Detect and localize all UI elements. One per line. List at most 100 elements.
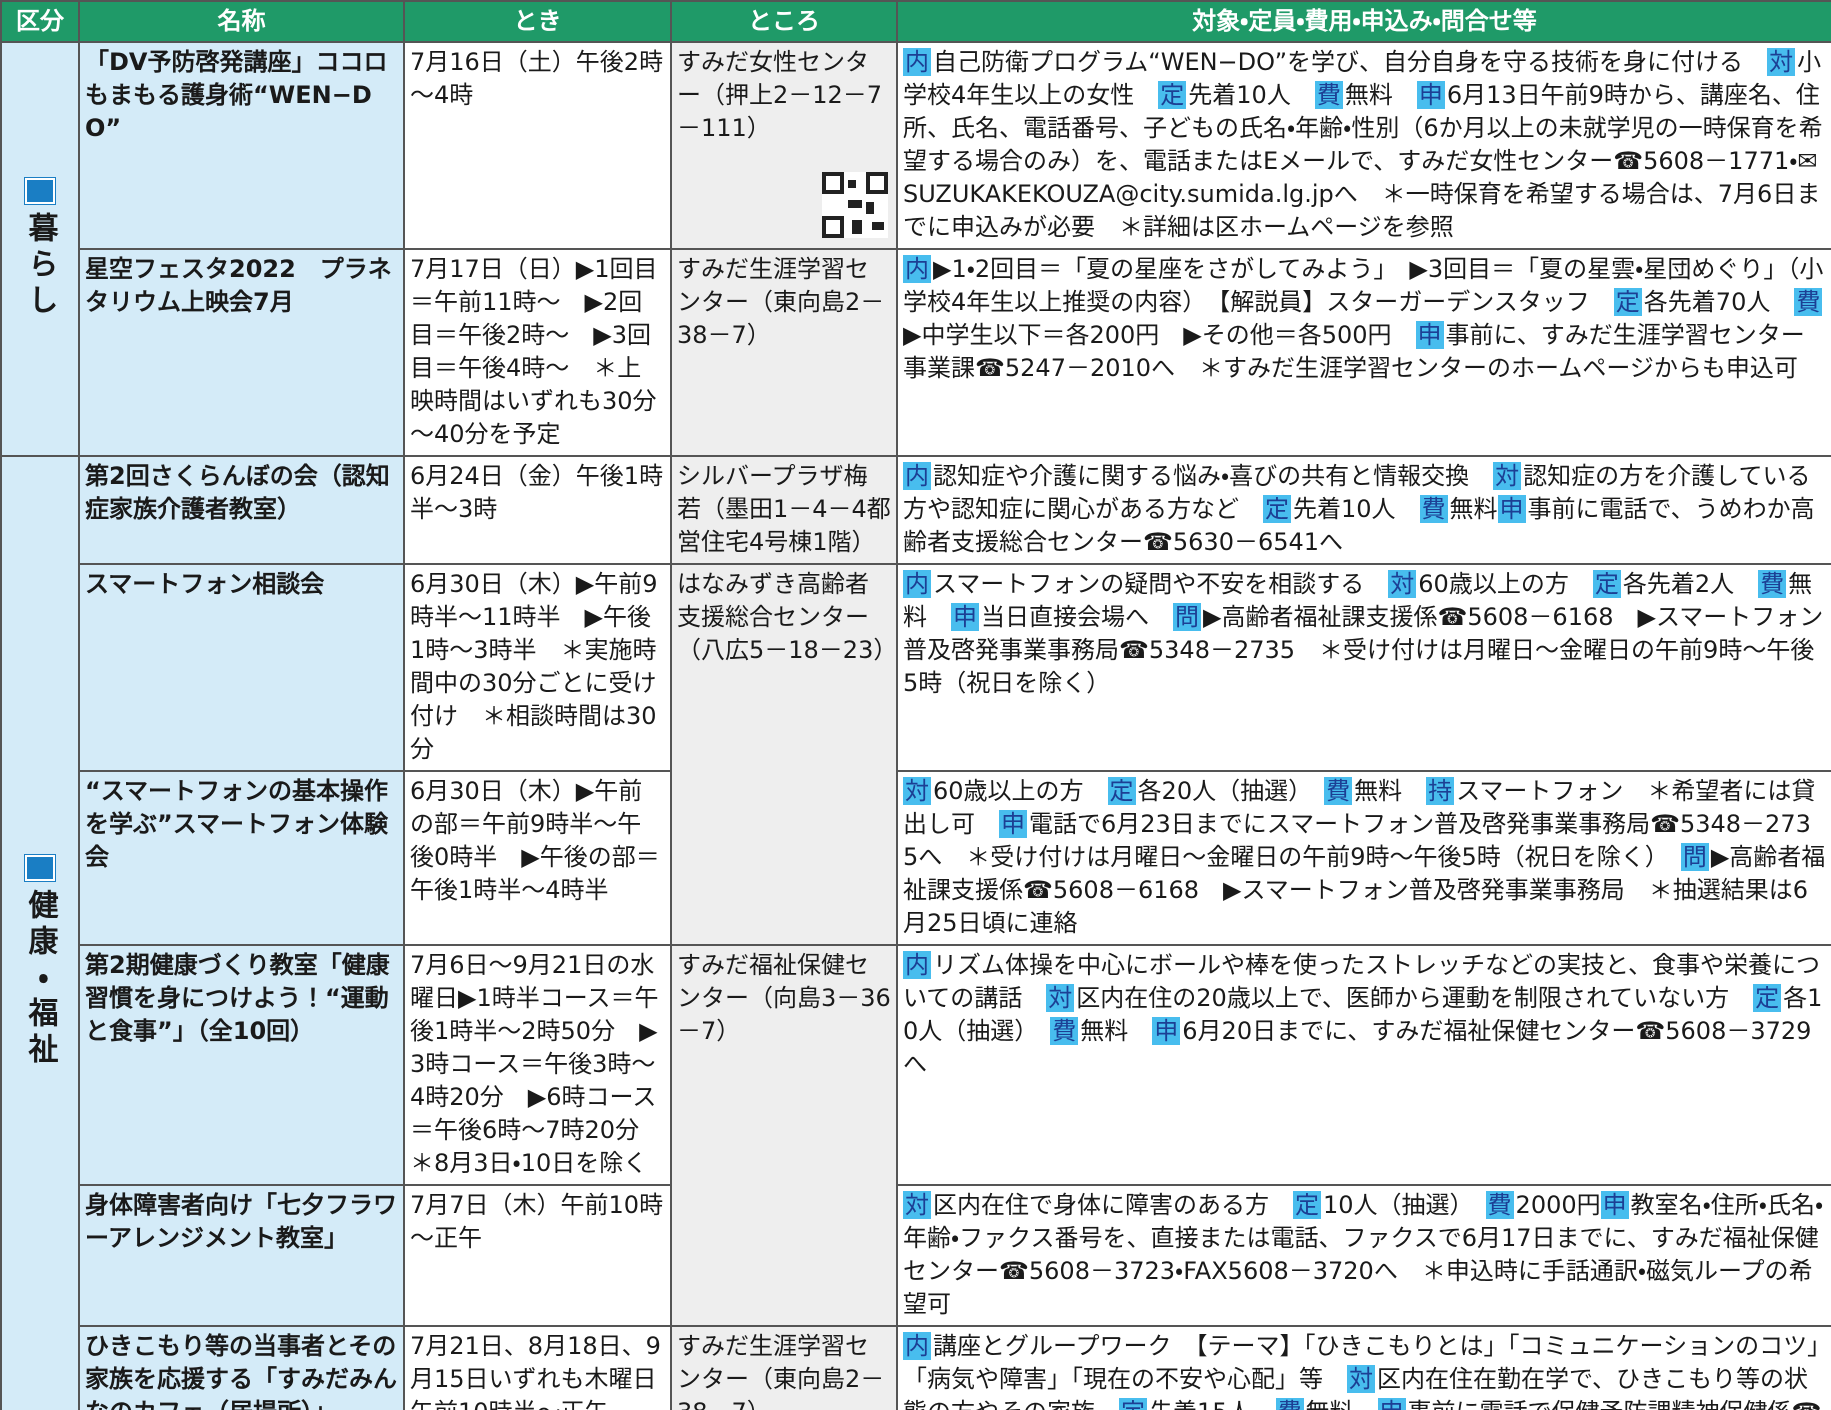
place-text: シルバープラザ梅若（墨田1－4－4都営住宅4号棟1階） <box>677 462 891 556</box>
detail-tag: 費 <box>1050 1017 1079 1045</box>
place-text: すみだ福祉保健センター（向島3－36－7） <box>677 951 891 1045</box>
detail-text: 無料 <box>903 570 1813 631</box>
detail-text: ▶1・2回目＝「夏の星座をさがしてみよう」 ▶3回目＝「夏の星雲・星団めぐり」（… <box>903 255 1824 316</box>
detail-tag: 内 <box>903 48 931 76</box>
detail-text: 自己防衛プログラム“WEN−DO”を学び、自分自身を守る技術を身に付ける <box>933 48 1768 76</box>
event-place: シルバープラザ梅若（墨田1－4－4都営住宅4号棟1階） <box>670 455 898 565</box>
detail-text: 各20人（抽選） <box>1137 777 1325 805</box>
detail-text: 区内在住で身体に障害のある方 <box>933 1191 1293 1219</box>
event-place: すみだ福祉保健センター（向島3－36－7） <box>670 944 898 1327</box>
category-label: 暮らし <box>22 212 58 320</box>
detail-text: リズム体操を中心にボールや棒を使ったストレッチなどの実技と、食事や栄養についての… <box>903 951 1821 1012</box>
event-name: 第2期健康づくり教室「健康習慣を身につけよう！“運動と食事”」（全10回） <box>78 944 405 1186</box>
event-details: 対 60歳以上の方 定各20人（抽選） 費無料 持スマートフォン ＊希望者には貸出… <box>896 770 1831 946</box>
detail-text: 無料 <box>1080 1017 1153 1045</box>
detail-text: 60歳以上の方 <box>933 777 1108 805</box>
detail-tag: 費 <box>1485 1191 1514 1219</box>
detail-text: 事前に、すみだ生涯学習センター事業課☎5247－2010へ ＊すみだ生涯学習セン… <box>903 321 1805 382</box>
detail-text: 各先着2人 <box>1622 570 1759 598</box>
detail-text: 教室名・住所・氏名・年齢・ファクス番号を、直接または電話、ファクスで6月17日ま… <box>903 1191 1824 1318</box>
detail-text: 講座とグループワーク 【テーマ】「ひきこもりとは」「コミュニケーションのコツ」「… <box>903 1332 1820 1393</box>
detail-tag: 対 <box>1388 570 1417 598</box>
detail-text: 10人（抽選） <box>1323 1191 1486 1219</box>
detail-tag: 定 <box>1613 288 1642 316</box>
event-place: すみだ生涯学習センター（東向島2－38－7） <box>670 1325 898 1410</box>
detail-tag: 対 <box>903 777 931 805</box>
detail-text: 60歳以上の方 <box>1418 570 1593 598</box>
event-name: 星空フェスタ2022 プラネタリウム上映会7月 <box>78 248 405 457</box>
detail-tag: 対 <box>1347 1365 1375 1393</box>
detail-text: 電話で6月23日までにスマートフォン普及啓発事業事務局☎5348－2735へ ＊… <box>903 810 1811 871</box>
detail-tag: 定 <box>1158 81 1187 109</box>
detail-tag: 定 <box>1263 495 1291 523</box>
detail-tag: 内 <box>903 570 931 598</box>
detail-tag: 費 <box>1794 288 1823 316</box>
event-time: 7月7日（木）午前10時～正午 <box>403 1184 672 1327</box>
event-details: 内講座とグループワーク 【テーマ】「ひきこもりとは」「コミュニケーションのコツ」… <box>896 1325 1831 1410</box>
detail-tag: 対 <box>903 1191 931 1219</box>
detail-tag: 申 <box>1600 1191 1629 1219</box>
detail-tag: 内 <box>903 255 931 283</box>
event-details: 対区内在住で身体に障害のある方 定 10人（抽選） 費 2000円申 教室名・住所・氏… <box>896 1184 1831 1327</box>
detail-text: 当日直接会場へ <box>981 603 1173 631</box>
header-category: 区分 <box>0 0 80 43</box>
detail-tag: 定 <box>1293 1191 1321 1219</box>
category-icon <box>24 853 56 882</box>
event-row: 星空フェスタ2022 プラネタリウム上映会7月 7月17日（日）▶1回目＝午前11… <box>1 248 1831 457</box>
event-name: ひきこもり等の当事者とその家族を応援する「すみだみんなのカフェ（居場所）」 <box>78 1325 405 1410</box>
detail-text: 小学校4年生以上の女性 <box>903 48 1822 109</box>
event-row: 第2期健康づくり教室「健康習慣を身につけよう！“運動と食事”」（全10回） 7月6… <box>1 944 1831 1327</box>
event-time: 7月16日（土）午後2時～4時 <box>403 41 672 250</box>
detail-tag: 定 <box>1753 984 1782 1012</box>
event-time: 7月17日（日）▶1回目＝午前11時～ ▶2回目＝午後2時～ ▶3回目＝午後4時… <box>403 248 672 457</box>
header-row: 区分 名称 とき ところ 対象・定員・費用・申込み・問合せ等 <box>0 0 1831 43</box>
detail-tag: 対 <box>1046 984 1075 1012</box>
detail-tag: 申 <box>1152 1017 1181 1045</box>
event-row: スマートフォン相談会 6月30日（木）▶午前9時半～11時半 ▶午後1時～3時半 … <box>1 563 1831 946</box>
detail-tag: 問 <box>1173 603 1201 631</box>
detail-tag: 定 <box>1107 777 1136 805</box>
event-place: すみだ生涯学習センター（東向島2－38－7） <box>670 248 898 457</box>
detail-tag: 内 <box>903 462 931 490</box>
event-details: 内認知症や介護に関する悩み・喜びの共有と情報交換 対認知症の方を介護している方や… <box>896 455 1831 565</box>
header-place: ところ <box>670 0 898 43</box>
detail-text: 事前に電話で、うめわか高齢者支援総合センター☎5630－6541へ <box>903 495 1815 556</box>
event-place: すみだ女性センター（押上2－12－7－111） <box>670 41 898 250</box>
detail-text: 認知症の方を介護している方や認知症に関心がある方など <box>903 462 1811 523</box>
place-text: すみだ女性センター（押上2－12－7－111） <box>677 48 883 142</box>
detail-text: 区内在住の20歳以上で、医師から運動を制限されていない方 <box>1076 984 1754 1012</box>
detail-text: 無料 <box>1306 1398 1378 1410</box>
place-text: はなみずき高齢者支援総合センター（八広5－18－23） <box>677 570 898 664</box>
detail-text: 無料 <box>1449 495 1498 523</box>
detail-text: ▶高齢者福祉課支援係☎5608－6168 ▶スマートフォン普及啓発事業事務局 ＊… <box>903 843 1826 937</box>
event-row: 身体障害者向け「七夕フラワーアレンジメント教室」 7月7日（木）午前10時～正午 対… <box>1 1184 1831 1327</box>
event-details: 内リズム体操を中心にボールや棒を使ったストレッチなどの実技と、食事や栄養について… <box>896 944 1831 1186</box>
category-cell: 健康・福祉 <box>0 455 80 1410</box>
detail-text: 先着10人 <box>1188 81 1315 109</box>
event-time: 7月21日、8月18日、9月15日いずれも木曜日午前10時半～正午 <box>403 1325 672 1410</box>
detail-tag: 申 <box>1416 81 1445 109</box>
detail-tag: 内 <box>903 951 931 979</box>
detail-text: 各10人（抽選） <box>903 984 1823 1045</box>
detail-text: 先着15人 <box>1149 1398 1276 1410</box>
detail-text: 6月20日までに、すみだ福祉保健センター☎5608－3729へ <box>903 1017 1812 1078</box>
place-text: すみだ生涯学習センター（東向島2－38－7） <box>677 1332 885 1410</box>
table-body: 暮らし 「DV予防啓発講座」ココロもまもる護身術“WEN−DO” 7月16日（土）午… <box>0 41 1831 1410</box>
detail-text: 先着10人 <box>1293 495 1420 523</box>
event-name: 身体障害者向け「七夕フラワーアレンジメント教室」 <box>78 1184 405 1327</box>
event-row: ひきこもり等の当事者とその家族を応援する「すみだみんなのカフェ（居場所）」7月2… <box>1 1325 1831 1410</box>
event-time: 6月30日（木）▶午前9時半～11時半 ▶午後1時～3時半 ＊実施時間中の30分… <box>403 563 672 772</box>
detail-text: 2000円 <box>1515 1191 1601 1219</box>
category-label: 健康・福祉 <box>22 888 58 1069</box>
detail-text: 区内在住在勤在学で、ひきこもり等の状態の方やその家族 <box>903 1365 1809 1410</box>
detail-tag: 対 <box>1493 462 1522 490</box>
detail-text: ▶中学生以下＝各200円 ▶その他＝各500円 <box>903 321 1416 349</box>
detail-text: 認知症や介護に関する悩み・喜びの共有と情報交換 <box>933 462 1494 490</box>
event-row: 暮らし 「DV予防啓発講座」ココロもまもる護身術“WEN−DO” 7月16日（土）午… <box>0 41 1831 457</box>
detail-text: 無料 <box>1354 777 1427 805</box>
detail-tag: 費 <box>1419 495 1448 523</box>
detail-text: 各先着70人 <box>1643 288 1795 316</box>
detail-text: 無料 <box>1344 81 1417 109</box>
detail-tag: 費 <box>1758 570 1787 598</box>
